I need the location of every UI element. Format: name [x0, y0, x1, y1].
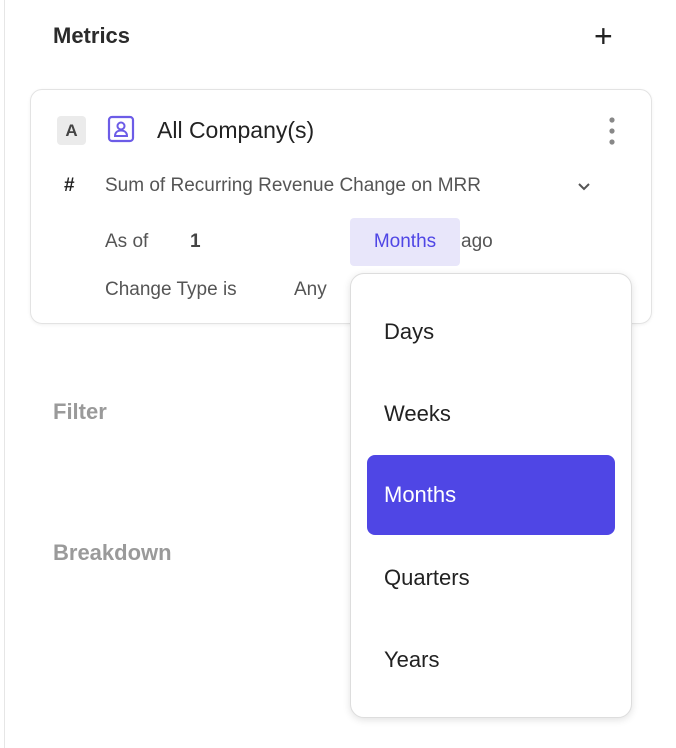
- unit-dropdown-menu: Days Weeks Months Quarters Years: [350, 273, 632, 718]
- person-icon: [107, 115, 135, 143]
- metrics-heading: Metrics: [53, 23, 131, 48]
- ago-label: ago: [461, 231, 493, 252]
- as-of-label: As of: [105, 231, 149, 252]
- panel-divider: [4, 0, 5, 748]
- change-type-selector[interactable]: Any: [294, 279, 327, 300]
- chevron-down-icon[interactable]: [577, 182, 591, 192]
- option-months[interactable]: Months: [367, 455, 615, 535]
- option-quarters[interactable]: Quarters: [384, 565, 470, 590]
- option-years[interactable]: Years: [384, 647, 440, 672]
- breakdown-heading[interactable]: Breakdown: [53, 540, 172, 565]
- plus-icon: +: [594, 18, 613, 54]
- change-type-label: Change Type is: [105, 279, 237, 300]
- metric-title[interactable]: All Company(s): [157, 117, 315, 143]
- add-metric-button[interactable]: +: [594, 18, 613, 54]
- kebab-icon[interactable]: [606, 116, 618, 146]
- measure-selector[interactable]: Sum of Recurring Revenue Change on MRR: [105, 175, 481, 196]
- option-weeks[interactable]: Weeks: [384, 401, 451, 426]
- metric-card: [30, 89, 652, 324]
- metric-letter-badge: A: [57, 116, 86, 145]
- as-of-value-input[interactable]: 1: [190, 231, 201, 252]
- filter-heading[interactable]: Filter: [53, 399, 107, 424]
- option-days[interactable]: Days: [384, 319, 435, 344]
- hash-icon: #: [64, 175, 75, 196]
- unit-selector[interactable]: Months: [350, 218, 460, 266]
